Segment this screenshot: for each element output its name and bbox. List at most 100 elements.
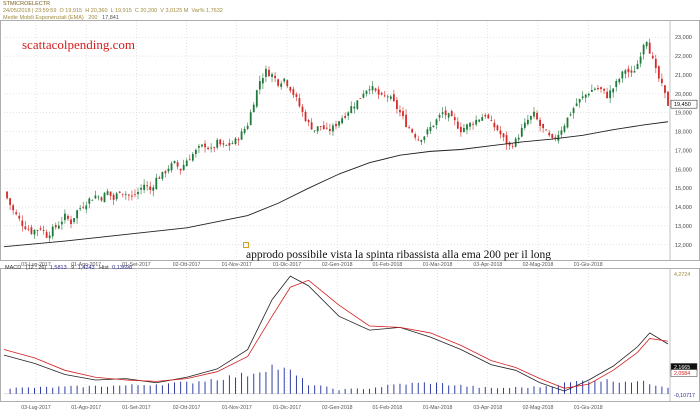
candle-up: [557, 134, 560, 141]
candle-down: [408, 127, 411, 129]
candle-up: [447, 113, 450, 118]
macd-x-tick-label: 01-Ago-2017: [71, 405, 101, 411]
macd-x-tick-label: 01-Set-2017: [122, 405, 151, 411]
candle-down: [654, 58, 657, 69]
price-pane-border: [0, 20, 700, 261]
candle-up: [353, 106, 356, 109]
candle-down: [30, 227, 33, 234]
candle-up: [426, 129, 429, 135]
candle-down: [651, 55, 654, 59]
candle-down: [222, 143, 225, 145]
candle-down: [109, 191, 112, 196]
candle-down: [402, 111, 404, 117]
candle-up: [88, 198, 91, 204]
candle-down: [307, 120, 310, 123]
candle-up: [624, 70, 627, 74]
candle-down: [121, 193, 124, 195]
price-y-tick-label: 21,000: [675, 73, 692, 79]
ema-label: Medie Mobili Esponenziali (EMA): [3, 15, 84, 21]
candle-up: [389, 96, 392, 99]
candle-up: [198, 145, 200, 148]
price-x-tick-label: 01-Dic-2017: [273, 262, 301, 268]
candle-up: [368, 89, 371, 91]
candle-down: [493, 122, 496, 128]
candle-up: [97, 196, 100, 198]
candle-up: [124, 194, 127, 196]
macd-right-label: 2,1665: [674, 365, 690, 371]
annotation-text: approdo possibile vista la spinta ribass…: [246, 249, 552, 261]
candle-up: [194, 149, 197, 155]
candle-down: [112, 194, 115, 200]
macd-params: (12 , 26): [25, 265, 47, 271]
candle-down: [228, 142, 231, 146]
candle-up: [85, 205, 88, 210]
candle-up: [255, 90, 258, 107]
candle-down: [380, 92, 383, 95]
candle-up: [584, 94, 587, 98]
candle-up: [530, 116, 532, 120]
candle-down: [21, 220, 24, 227]
candle-down: [27, 228, 30, 230]
last-price-box: [670, 99, 698, 109]
candle-down: [396, 100, 398, 109]
hist-value: 0,13698: [112, 265, 133, 271]
candle-down: [204, 143, 206, 148]
instrument-title: STMICROELECTR: [3, 1, 51, 7]
macd-value: 1,5813: [49, 265, 67, 271]
candle-up: [106, 191, 109, 195]
macd-x-tick-label: 02-Gen-2018: [322, 405, 353, 411]
candle-down: [325, 127, 328, 129]
candle-up: [526, 119, 529, 125]
price-y-tick-label: 17,000: [675, 148, 692, 154]
candle-down: [405, 114, 407, 128]
candle-up: [593, 88, 596, 90]
candle-up: [618, 78, 621, 83]
candle-down: [627, 68, 630, 73]
watermark-text: scattacolpending.com: [22, 37, 135, 52]
candle-down: [505, 135, 508, 145]
price-y-tick-label: 14,000: [675, 205, 692, 211]
candle-down: [207, 147, 209, 150]
ema200-line: [3, 121, 669, 248]
macd-value-box: [670, 369, 698, 377]
candle-down: [444, 110, 447, 116]
price-x-tick-label: 03-Apr-2018: [473, 262, 502, 268]
candle-down: [399, 109, 401, 113]
ema-value: 17,841: [102, 15, 119, 21]
price-y-tick-label: 12,000: [675, 243, 692, 249]
candle-down: [304, 111, 307, 121]
candle-up: [621, 71, 624, 79]
candle-up: [64, 213, 66, 221]
candle-down: [42, 229, 45, 231]
candle-down: [118, 191, 121, 193]
candle-up: [191, 153, 194, 161]
candle-up: [560, 130, 563, 135]
price-y-tick-label: 13,000: [675, 224, 692, 230]
candle-down: [648, 42, 651, 54]
candle-down: [508, 142, 511, 146]
candle-up: [167, 168, 170, 172]
candle-down: [657, 66, 660, 79]
candle-down: [603, 88, 605, 91]
candle-up: [466, 124, 468, 130]
candle-up: [115, 193, 118, 200]
candle-down: [289, 87, 292, 91]
price-x-tick-label: 01-Nov-2017: [222, 262, 252, 268]
candle-up: [420, 140, 423, 142]
volume-value: V 3,0125 M: [160, 8, 189, 14]
ema-legend: Medie Mobili Esponenziali (EMA) 200 17,8…: [3, 15, 119, 21]
candle-up: [463, 127, 465, 133]
candle-down: [310, 122, 313, 130]
candle-up: [201, 144, 203, 147]
candle-up: [581, 96, 584, 98]
candle-up: [210, 147, 213, 149]
candle-up: [633, 71, 636, 73]
candle-up: [371, 86, 374, 91]
candle-up: [48, 235, 51, 239]
candle-up: [94, 195, 97, 199]
candle-down: [295, 94, 298, 97]
candle-up: [182, 164, 185, 171]
candle-down: [12, 205, 15, 211]
candle-down: [472, 123, 474, 125]
